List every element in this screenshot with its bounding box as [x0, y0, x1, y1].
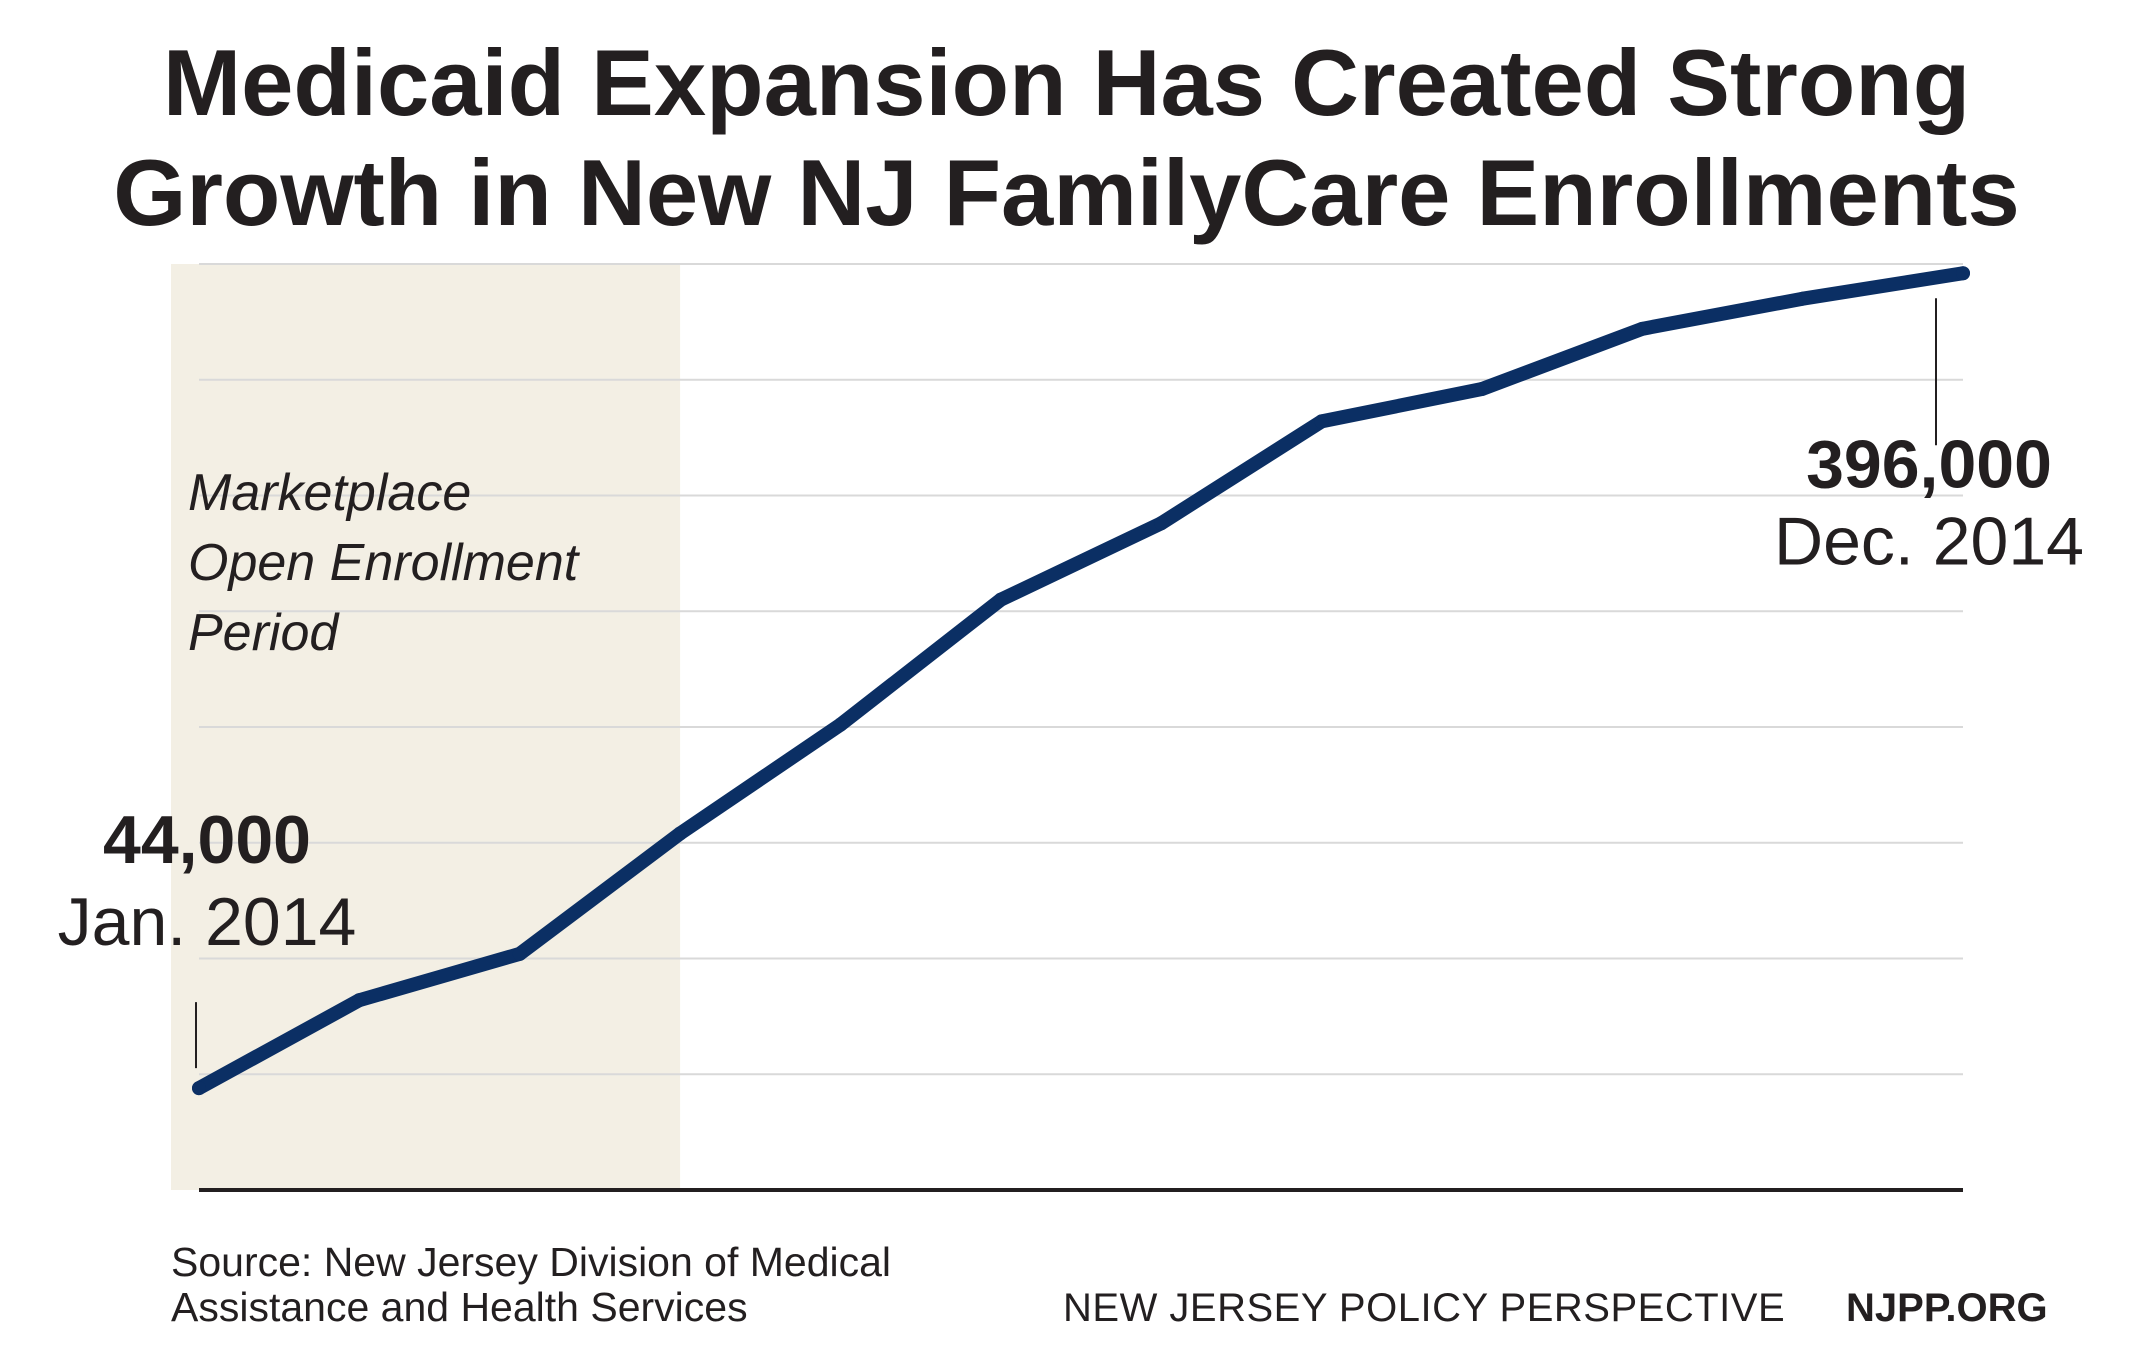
data-point — [1795, 291, 1810, 306]
data-point — [1314, 414, 1329, 429]
data-point — [1635, 321, 1650, 336]
shaded-region-label: Marketplace Open Enrollment Period — [188, 464, 581, 662]
data-point — [352, 993, 367, 1008]
data-point — [1154, 516, 1169, 531]
end-date-label: Dec. 2014 — [1774, 503, 2084, 579]
start-date-label: Jan. 2014 — [58, 884, 357, 960]
data-point — [1956, 266, 1970, 281]
data-points — [192, 266, 1970, 1096]
source-note: Source: New Jersey Division of Medical A… — [171, 1240, 891, 1330]
organization-name: NEW JERSEY POLICY PERSPECTIVE — [1063, 1286, 1786, 1330]
source-line-1: Source: New Jersey Division of Medical — [171, 1239, 892, 1285]
data-point — [993, 592, 1008, 607]
data-point — [673, 826, 688, 841]
data-point — [833, 717, 848, 732]
data-point — [1474, 382, 1489, 397]
shaded-region-label-line-3: Period — [188, 604, 340, 662]
chart-title: Medicaid Expansion Has Created Strong Gr… — [0, 28, 2133, 248]
shaded-region-label-line-2: Open Enrollment — [188, 534, 581, 592]
chart-title-line-2: Growth in New NJ FamilyCare Enrollments — [113, 140, 2020, 245]
data-point — [192, 1081, 206, 1096]
shaded-region-label-line-1: Marketplace — [188, 464, 471, 522]
start-value-label: 44,000 — [103, 802, 311, 878]
end-value-label: 396,000 — [1806, 426, 2052, 502]
chart-title-line-1: Medicaid Expansion Has Created Strong — [162, 30, 1971, 135]
source-line-2: Assistance and Health Services — [171, 1284, 748, 1330]
website-link[interactable]: NJPP.ORG — [1846, 1286, 2048, 1330]
enrollment-series-line — [192, 266, 1970, 1096]
data-point — [512, 946, 527, 961]
